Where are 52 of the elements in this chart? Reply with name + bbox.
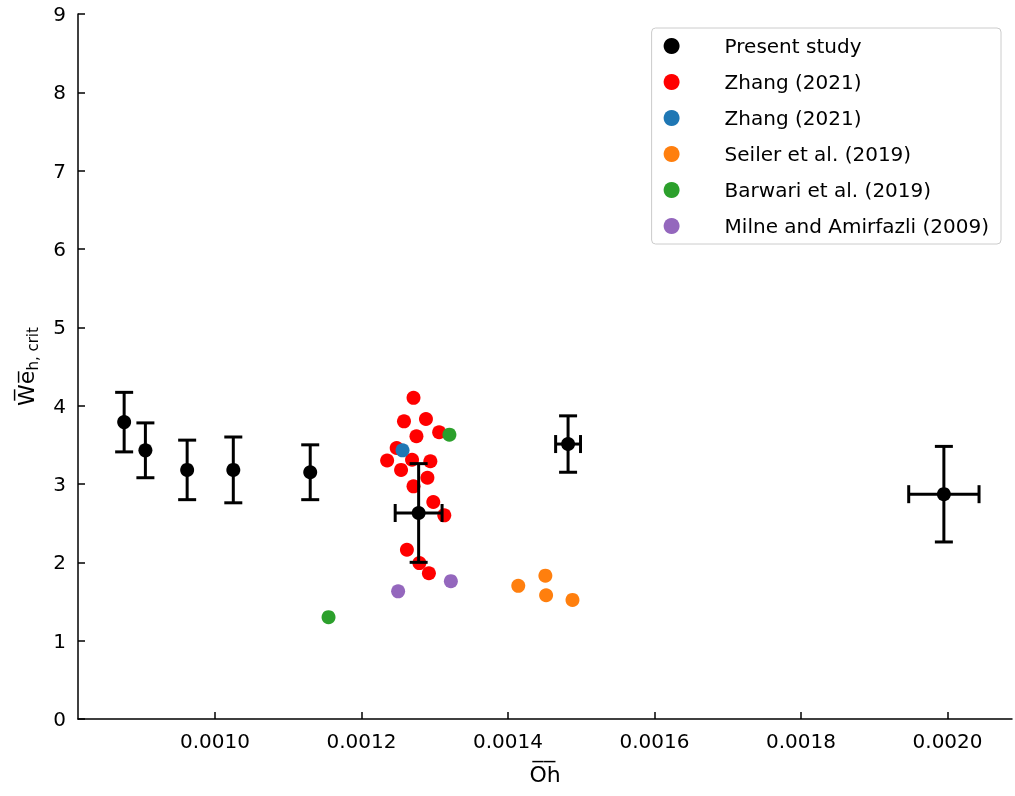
point bbox=[936, 487, 951, 502]
y-tick-label: 5 bbox=[53, 315, 66, 340]
y-tick-label: 0 bbox=[53, 707, 66, 731]
point bbox=[399, 542, 414, 557]
y-tick-label: 9 bbox=[53, 2, 66, 26]
y-tick-label: 6 bbox=[53, 237, 66, 261]
point bbox=[442, 427, 457, 442]
x-tick-label: 0.0018 bbox=[766, 729, 837, 753]
point bbox=[226, 462, 241, 477]
point bbox=[138, 443, 153, 458]
y-tick-label: 7 bbox=[53, 158, 66, 183]
x-tick-label: 0.0020 bbox=[912, 729, 983, 753]
point bbox=[380, 453, 395, 468]
legend-label: Barwari et al. (2019) bbox=[724, 178, 932, 202]
point bbox=[511, 578, 526, 593]
point bbox=[561, 437, 576, 452]
point bbox=[538, 568, 553, 583]
y-tick-label: 1 bbox=[53, 628, 66, 653]
point bbox=[394, 462, 409, 477]
point bbox=[303, 465, 318, 480]
point bbox=[565, 592, 580, 607]
legend-label: Seiler et al. (2019) bbox=[724, 142, 912, 166]
legend-label: Present study bbox=[724, 34, 862, 58]
point bbox=[180, 462, 195, 477]
point bbox=[117, 415, 132, 430]
point bbox=[421, 566, 436, 581]
point bbox=[321, 610, 336, 625]
y-tick-label: 8 bbox=[53, 80, 66, 105]
point bbox=[539, 588, 554, 603]
point bbox=[406, 390, 421, 405]
point bbox=[443, 574, 458, 589]
x-tick-label: 0.0014 bbox=[473, 729, 543, 753]
point bbox=[423, 454, 438, 469]
legend-label: Milne and Amirfazli (2009) bbox=[724, 214, 989, 238]
x-tick-label: 0.0012 bbox=[326, 729, 397, 753]
legend-label: Zhang (2021) bbox=[724, 106, 862, 130]
point bbox=[426, 495, 441, 510]
x-axis-title: O̅h̅ bbox=[529, 760, 561, 787]
point bbox=[420, 470, 435, 485]
y-tick-label: 2 bbox=[53, 550, 66, 575]
point bbox=[391, 584, 406, 599]
x-tick-label: 0.0016 bbox=[619, 729, 690, 753]
y-axis-title: W̅e̅h, crit bbox=[12, 326, 42, 406]
point bbox=[409, 429, 424, 444]
point bbox=[395, 443, 410, 458]
legend-label: Zhang (2021) bbox=[724, 70, 862, 94]
point bbox=[411, 505, 426, 520]
point bbox=[418, 411, 433, 426]
y-tick-label: 3 bbox=[53, 472, 66, 496]
point bbox=[397, 414, 411, 429]
x-tick-label: 0.0010 bbox=[179, 729, 250, 753]
y-tick-label: 4 bbox=[53, 393, 66, 418]
